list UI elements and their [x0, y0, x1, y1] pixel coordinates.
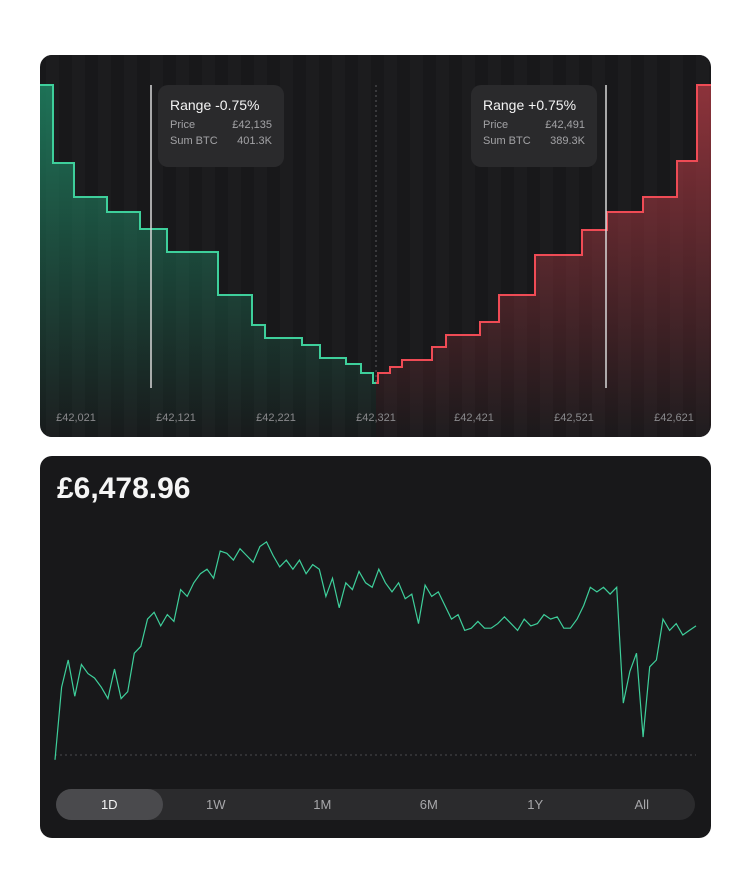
x-tick-label: £42,321 — [356, 412, 396, 424]
tooltip-sum-row: Sum BTC 389.3K — [483, 135, 585, 147]
portfolio-value: £6,478.96 — [57, 472, 191, 505]
period-tab-all[interactable]: All — [589, 789, 696, 820]
period-tab-1w[interactable]: 1W — [163, 789, 270, 820]
ask-depth-line — [376, 84, 711, 384]
tooltip-price-row: Price £42,135 — [170, 119, 272, 131]
time-range-selector: 1D 1W 1M 6M 1Y All — [56, 789, 695, 820]
x-tick-label: £42,021 — [56, 412, 96, 424]
tooltip-sum-label: Sum BTC — [170, 135, 218, 147]
tooltip-sum-label: Sum BTC — [483, 135, 531, 147]
price-series-line — [54, 541, 697, 760]
period-tab-1y[interactable]: 1Y — [482, 789, 589, 820]
bid-depth-area — [40, 85, 376, 437]
x-tick-label: £42,621 — [654, 412, 694, 424]
tooltip-price-value: £42,135 — [232, 119, 272, 131]
x-tick-label: £42,121 — [156, 412, 196, 424]
x-tick-label: £42,221 — [256, 412, 296, 424]
tooltip-price-label: Price — [483, 119, 509, 131]
period-tab-1m[interactable]: 1M — [269, 789, 376, 820]
x-tick-label: £42,521 — [554, 412, 594, 424]
tooltip-sum-value: 401.3K — [237, 135, 272, 147]
range-tooltip-right: Range +0.75% Price £42,491 Sum BTC 389.3… — [471, 85, 597, 167]
tooltip-sum-row: Sum BTC 401.3K — [170, 135, 272, 147]
price-line-chart[interactable] — [40, 456, 711, 838]
range-tooltip-left: Range -0.75% Price £42,135 Sum BTC 401.3… — [158, 85, 284, 167]
depth-chart-card: £42,021 £42,121 £42,221 £42,321 £42,421 £42,5… — [40, 55, 711, 437]
tooltip-price-label: Price — [170, 119, 196, 131]
period-tab-1d[interactable]: 1D — [56, 789, 163, 820]
ask-depth-area — [376, 85, 711, 437]
x-tick-label: £42,421 — [454, 412, 494, 424]
tooltip-price-value: £42,491 — [545, 119, 585, 131]
tooltip-title: Range +0.75% — [483, 97, 577, 113]
price-chart-card: £6,478.96 1D 1W 1M 6M 1Y All — [40, 456, 711, 838]
depth-chart[interactable]: £42,021 £42,121 £42,221 £42,321 £42,421 £42,5… — [40, 55, 711, 437]
bid-depth-line — [40, 84, 376, 384]
tooltip-sum-value: 389.3K — [550, 135, 585, 147]
tooltip-price-row: Price £42,491 — [483, 119, 585, 131]
period-tab-6m[interactable]: 6M — [376, 789, 483, 820]
tooltip-title: Range -0.75% — [170, 97, 260, 113]
